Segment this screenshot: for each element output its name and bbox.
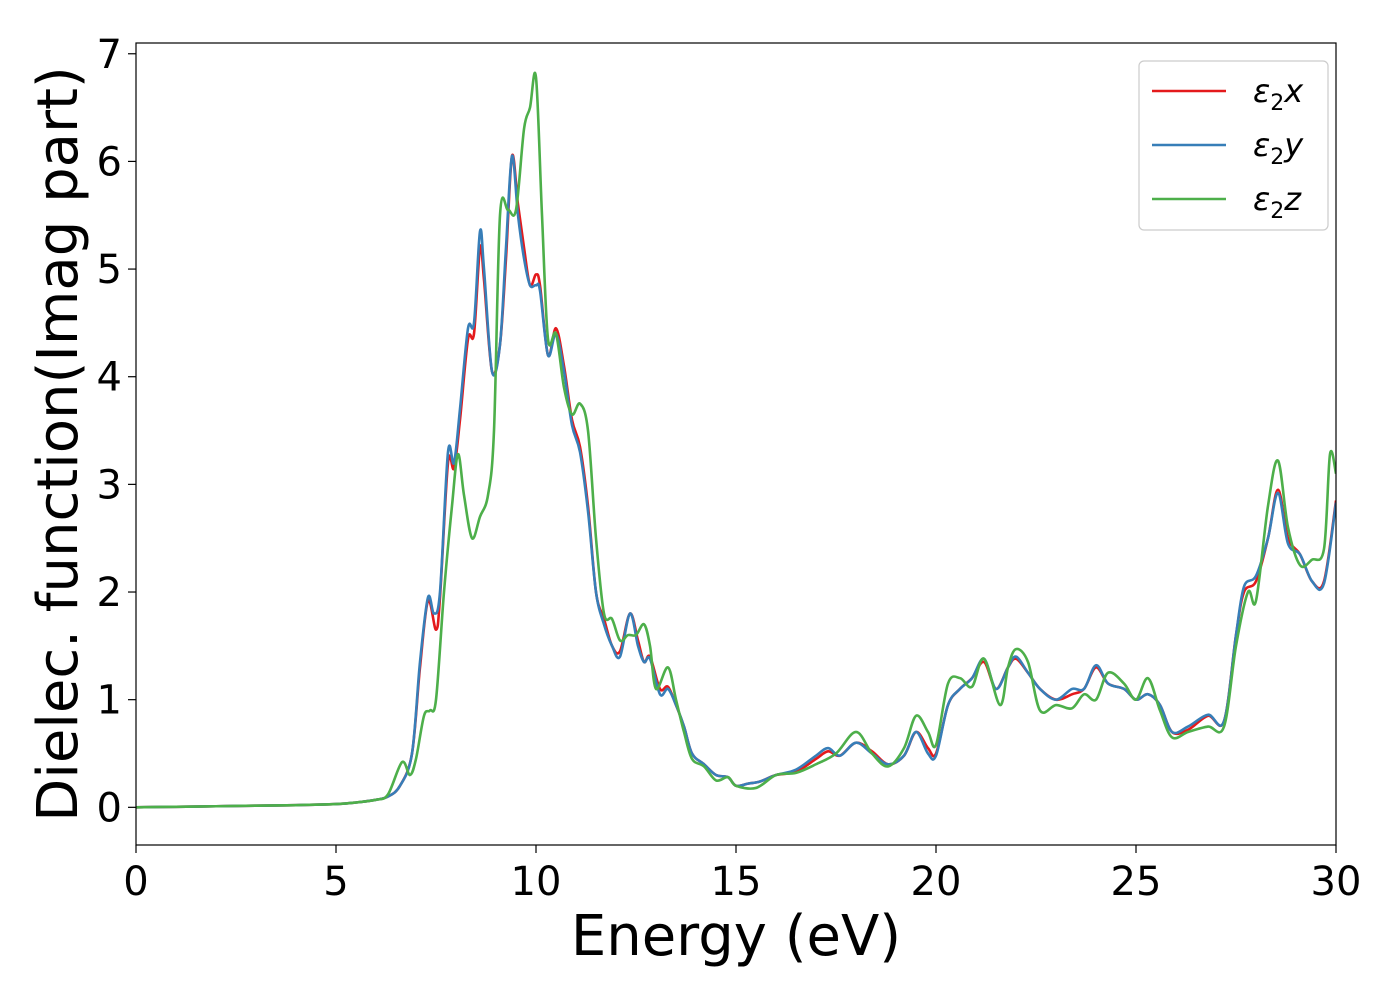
legend: ε2x ε2y ε2z xyxy=(1138,60,1329,231)
y-tick-label: 0 xyxy=(97,785,122,831)
y-tick-label: 7 xyxy=(97,32,122,78)
legend-label-x: ε2x xyxy=(1253,72,1304,116)
x-tick-label: 30 xyxy=(1311,859,1362,905)
series-line-z xyxy=(136,71,1336,809)
x-tick-label: 20 xyxy=(911,859,962,905)
y-tick-label: 3 xyxy=(97,462,122,508)
legend-label-y: ε2y xyxy=(1253,126,1304,170)
y-tick-label: 5 xyxy=(97,247,122,293)
y-axis-title: Dielec. function(Imag part) xyxy=(26,66,91,822)
series-layer xyxy=(136,71,1336,809)
x-tick-label: 5 xyxy=(323,859,348,905)
x-tick-label: 25 xyxy=(1111,859,1162,905)
y-tick-label: 6 xyxy=(97,139,122,185)
y-tick-label: 2 xyxy=(97,570,122,616)
legend-label-z: ε2z xyxy=(1253,180,1302,224)
series-line-y xyxy=(136,154,1336,809)
x-tick-label: 10 xyxy=(511,859,562,905)
y-tick-label: 4 xyxy=(97,355,122,401)
x-axis-title: Energy (eV) xyxy=(571,904,901,969)
y-tick-label: 1 xyxy=(97,678,122,724)
legend-box xyxy=(1138,60,1329,231)
ticks-layer: 0 5 10 15 20 25 30 0 1 2 3 4 5 6 7 xyxy=(97,32,1362,905)
x-tick-label: 15 xyxy=(711,859,762,905)
x-tick-label: 0 xyxy=(123,859,148,905)
series-line-x xyxy=(136,153,1336,809)
